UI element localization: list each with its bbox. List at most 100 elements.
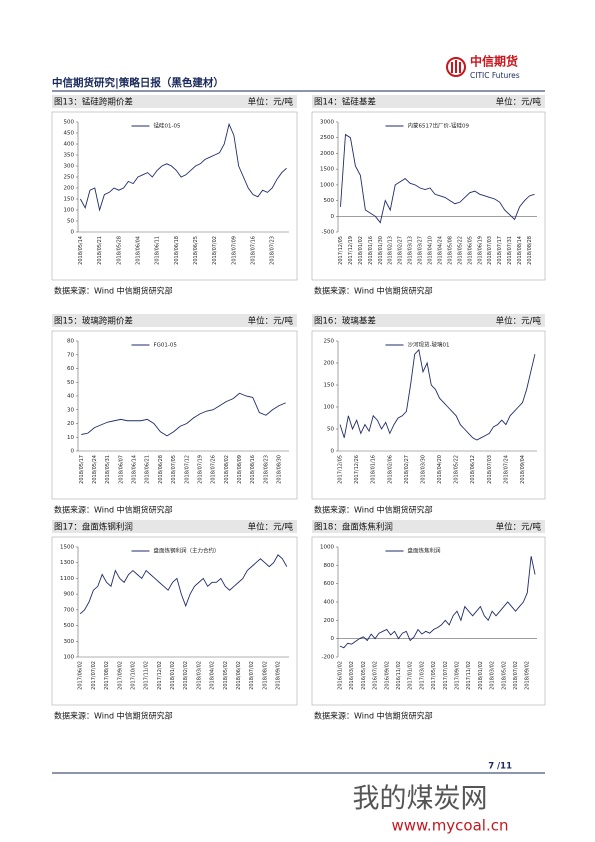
legend-label: FG01-05 (154, 343, 178, 349)
figure-title-bar (52, 95, 297, 108)
x-tick-label: 2018/06/18 (174, 236, 180, 265)
x-tick-label: 2018/05/24 (92, 455, 98, 484)
y-tick-label: 500 (64, 623, 75, 629)
x-tick-label: 2018/01/02 (170, 661, 176, 690)
x-tick-label: 2017/11/02 (466, 661, 472, 690)
x-tick-label: 2018/01/16 (371, 455, 377, 484)
y-tick-label: 0 (71, 449, 75, 455)
x-tick-label: 2016/05/02 (361, 661, 367, 690)
y-tick-label: 2000 (320, 151, 334, 157)
x-tick-label: 2018/08/28 (527, 236, 533, 265)
x-tick-label: 2018/06/04 (135, 236, 141, 265)
x-tick-label: 2018/02/27 (398, 236, 404, 265)
y-tick-label: 500 (64, 120, 75, 126)
y-tick-label: 50 (327, 427, 334, 433)
x-tick-label: 2018/07/17 (497, 236, 503, 265)
y-tick-label: 0 (331, 636, 335, 642)
chart-frame (51, 330, 298, 500)
y-tick-label: 400 (324, 600, 335, 606)
data-line (79, 554, 288, 615)
x-tick-label: 2017/03/02 (419, 661, 425, 690)
figure-title-bar (312, 95, 545, 108)
x-tick-label: 2018/04/10 (428, 236, 434, 265)
x-tick-label: 2016/03/02 (349, 661, 355, 690)
x-tick-label: 2017/12/05 (338, 455, 344, 484)
x-tick-label: 2017/08/02 (104, 661, 110, 690)
chart-frame (51, 111, 298, 281)
x-tick-label: 2017/09/02 (455, 661, 461, 690)
y-tick-label: -200 (322, 655, 335, 661)
figure-title-bar (312, 520, 545, 533)
figure-title: 图13：锰硅跨期价差 (54, 97, 133, 108)
watermark-name: 我的煤炭网 (353, 784, 488, 815)
y-tick-label: 20 (67, 421, 74, 427)
x-tick-label: 2018/07/03 (487, 455, 493, 484)
y-tick-label: 300 (64, 164, 75, 170)
x-tick-label: 2018/05/14 (78, 236, 84, 265)
x-tick-label: 2017/07/02 (443, 661, 449, 690)
x-tick-label: 2018/01/02 (358, 236, 364, 265)
x-tick-label: 2016/11/02 (396, 661, 402, 690)
x-tick-label: 2018/07/05 (171, 455, 177, 484)
y-tick-label: 70 (67, 352, 74, 358)
x-tick-label: 2018/02/13 (388, 236, 394, 265)
data-line (80, 122, 287, 212)
x-tick-label: 2018/03/02 (196, 661, 202, 690)
x-tick-label: 2017/09/02 (117, 661, 123, 690)
x-tick-label: 2017/12/05 (338, 236, 344, 265)
legend-label: 盘面炼焦利润 (408, 547, 442, 555)
x-tick-label: 2018/06/02 (236, 661, 242, 690)
x-tick-label: 2018/08/02 (262, 661, 268, 690)
x-tick-label: 2018/06/25 (193, 236, 199, 265)
y-tick-label: 10 (67, 435, 74, 441)
y-tick-label: 1500 (320, 167, 334, 173)
figure-title: 图14：锰硅基差 (314, 97, 376, 108)
y-tick-label: 200 (324, 361, 335, 367)
x-tick-label: 2018/01/16 (368, 236, 374, 265)
x-tick-label: 2018/07/16 (251, 236, 257, 265)
x-tick-label: 2016/09/02 (384, 661, 390, 690)
y-tick-label: 150 (64, 197, 75, 203)
y-tick-label: 60 (67, 366, 74, 372)
x-tick-label: 2018/05/17 (79, 455, 85, 484)
x-tick-label: 2018/01/30 (378, 236, 384, 265)
figure-source: 数据来源：Wind 中信期货研究部 (314, 711, 433, 721)
x-tick-label: 2018/03/27 (418, 236, 424, 265)
x-tick-label: 2018/02/02 (183, 661, 189, 690)
y-tick-label: 100 (324, 405, 335, 411)
logo-name-en: CITIC Futures (470, 71, 520, 80)
data-line (81, 392, 286, 437)
x-tick-label: 2018/07/19 (197, 455, 203, 484)
y-tick-label: 1300 (60, 560, 74, 566)
x-tick-label: 2018/08/30 (277, 455, 283, 484)
x-tick-label: 2018/06/12 (470, 455, 476, 484)
x-tick-label: 2016/07/02 (373, 661, 379, 690)
x-tick-label: 2017/11/02 (144, 661, 150, 690)
x-tick-label: 2018/06/21 (145, 455, 151, 484)
figure-source: 数据来源：Wind 中信期货研究部 (314, 286, 433, 296)
x-tick-label: 2017/12/26 (354, 455, 360, 484)
x-tick-label: 2018/07/24 (503, 455, 509, 484)
y-tick-label: 0 (331, 449, 335, 455)
x-tick-label: 2018/06/05 (467, 236, 473, 265)
x-tick-label: 2017/12/19 (348, 236, 354, 265)
x-tick-label: 2018/06/11 (155, 236, 161, 265)
y-tick-label: 1000 (320, 182, 334, 188)
x-tick-label: 2018/05/28 (116, 236, 122, 265)
figure-source: 数据来源：Wind 中信期货研究部 (314, 505, 433, 515)
figure-title-bar (52, 314, 297, 327)
x-tick-label: 2018/05/08 (447, 236, 453, 265)
x-tick-label: 2018/07/03 (487, 236, 493, 265)
y-tick-label: -500 (322, 230, 335, 236)
x-tick-label: 2018/05/22 (457, 236, 463, 265)
x-tick-label: 2018/07/02 (513, 661, 519, 690)
y-tick-label: 200 (324, 618, 335, 624)
chart-frame (51, 536, 298, 706)
y-tick-label: 250 (64, 175, 75, 181)
figure-unit: 单位：元/吨 (248, 522, 294, 533)
y-tick-label: 700 (64, 607, 75, 613)
data-line (340, 133, 535, 224)
x-tick-label: 2018/02/06 (387, 455, 393, 484)
